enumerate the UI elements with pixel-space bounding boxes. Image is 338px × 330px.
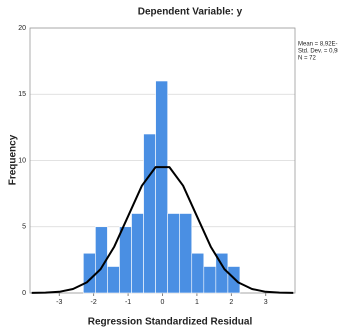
y-axis-label: Frequency xyxy=(8,134,19,185)
bar xyxy=(143,133,156,294)
bar xyxy=(155,80,168,294)
legend-text: N = 72 xyxy=(298,56,317,62)
bar xyxy=(191,252,205,294)
normal-curve xyxy=(31,166,294,294)
y-tick-label: 0 xyxy=(22,290,26,297)
bar xyxy=(227,266,241,294)
y-tick-label: 10 xyxy=(18,157,26,164)
bar xyxy=(107,266,120,294)
x-tick-label: -1 xyxy=(125,299,131,306)
y-tick-label: 5 xyxy=(22,224,26,231)
x-tick-label: 2 xyxy=(229,299,233,306)
x-axis-label: Regression Standardized Residual xyxy=(88,317,253,328)
legend-text: Mean = 8,92E-16 xyxy=(298,42,338,48)
y-tick-label: 20 xyxy=(18,25,26,32)
bar xyxy=(179,213,193,294)
bar xyxy=(167,213,181,294)
chart-title: Dependent Variable: y xyxy=(138,7,243,18)
bar xyxy=(131,213,144,294)
x-tick-label: -2 xyxy=(91,299,97,306)
x-tick-label: 3 xyxy=(264,299,268,306)
legend-text: Std. Dev. = 0,986 xyxy=(298,49,338,55)
bar xyxy=(203,266,217,294)
bar xyxy=(95,226,108,294)
x-tick-label: -3 xyxy=(56,299,62,306)
x-tick-label: 0 xyxy=(161,299,165,306)
y-tick-label: 15 xyxy=(18,91,26,98)
x-tick-label: 1 xyxy=(195,299,199,306)
bar xyxy=(119,226,132,294)
bar xyxy=(83,252,96,294)
